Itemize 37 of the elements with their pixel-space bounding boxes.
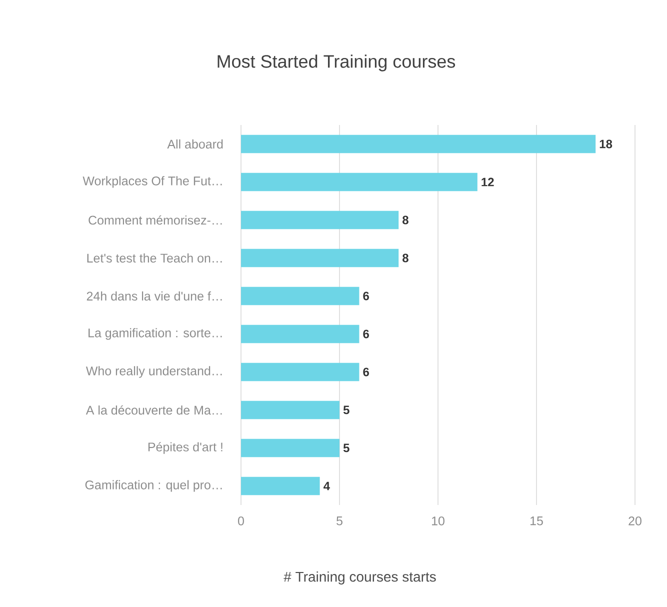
data-label: 6: [363, 292, 369, 300]
data-label: 6: [363, 368, 369, 376]
data-label: 8: [402, 216, 408, 224]
bar: [241, 172, 478, 192]
y-tick-label: La gamification : sorte…: [88, 328, 222, 340]
x-tick-label: 15: [530, 516, 543, 526]
data-label: 8: [402, 254, 408, 262]
bar: [241, 286, 360, 306]
y-tick-label: Workplaces Of The Fut…: [82, 176, 222, 188]
y-tick-label: Gamification : quel pro…: [85, 480, 222, 492]
bar: [241, 248, 399, 268]
x-tick-label: 20: [628, 516, 642, 526]
y-tick-label: Comment mémorisez-…: [88, 215, 222, 225]
y-tick-label: 24h dans la vie d'une f…: [86, 291, 222, 301]
data-label: 4: [324, 482, 330, 490]
y-tick-label: Pépites d'art !: [148, 442, 222, 454]
x-tick-label: 10: [432, 516, 444, 526]
bar: [241, 400, 340, 420]
x-axis-title: # Training courses starts: [284, 571, 436, 585]
x-tick-label: 0: [238, 516, 244, 526]
data-label: 6: [363, 330, 369, 338]
data-label: 5: [343, 444, 350, 452]
y-tick-label: Let's test the Teach on…: [87, 253, 222, 263]
data-label: 5: [343, 406, 350, 414]
data-label: 18: [600, 140, 612, 148]
bar: [241, 324, 360, 344]
bar: [241, 438, 340, 458]
bar: [241, 210, 399, 230]
y-tick-label: A la découverte de Ma…: [86, 405, 222, 415]
y-tick-label: All aboard: [167, 139, 223, 149]
y-tick-label: Who really understand…: [86, 366, 222, 378]
chart-title: Most Started Training courses: [218, 54, 456, 72]
bar: [241, 362, 360, 382]
x-tick-label: 5: [336, 516, 342, 526]
bar: [241, 134, 596, 154]
bar: [241, 476, 320, 496]
data-label: 12: [482, 178, 494, 186]
